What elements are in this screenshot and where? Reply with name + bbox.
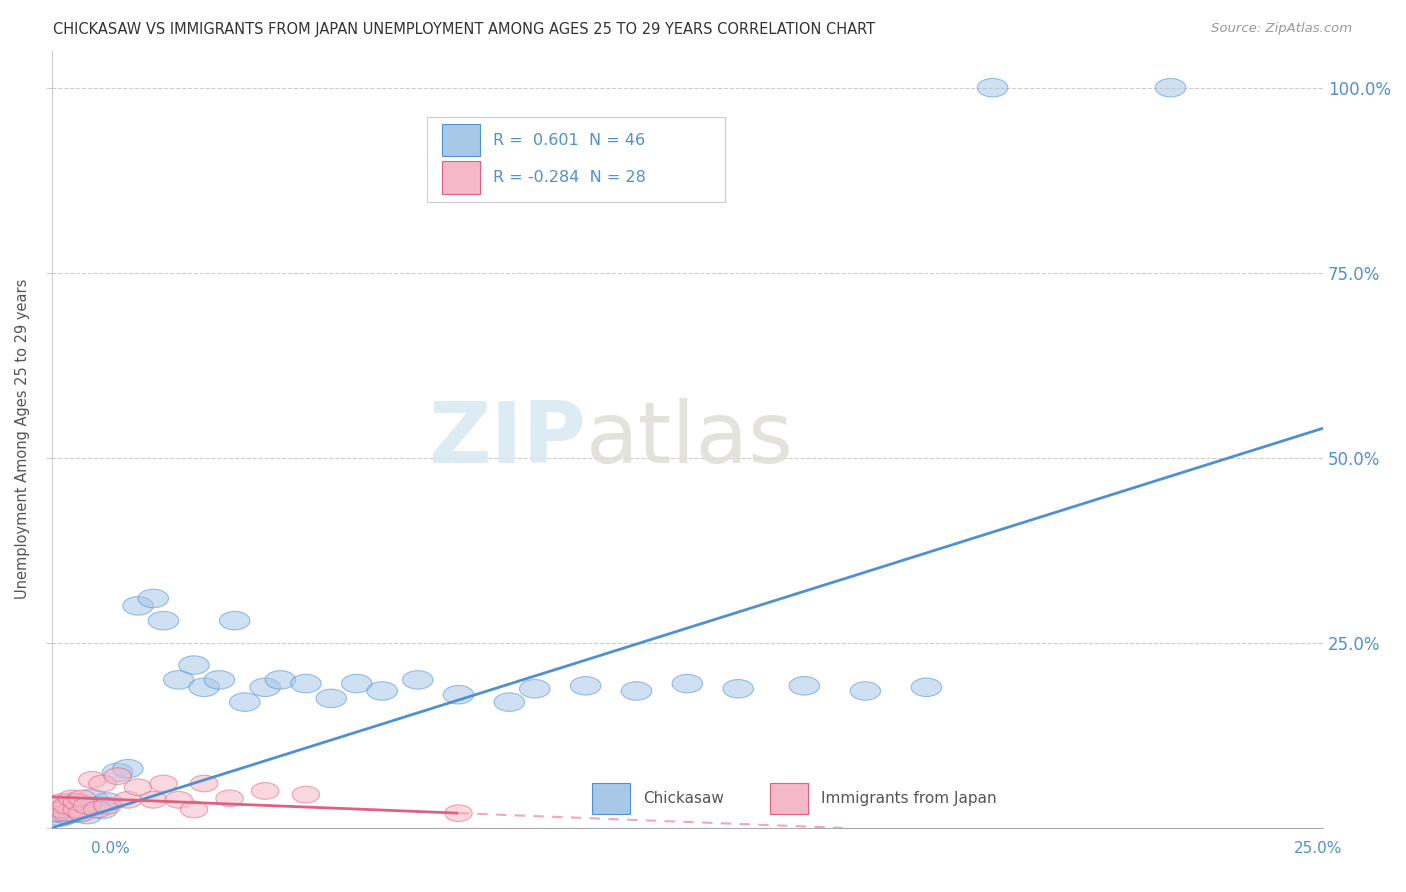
Ellipse shape — [63, 794, 91, 810]
Ellipse shape — [316, 690, 346, 707]
Text: R = -0.284  N = 28: R = -0.284 N = 28 — [492, 169, 645, 185]
Ellipse shape — [69, 805, 96, 822]
Ellipse shape — [72, 805, 103, 824]
FancyBboxPatch shape — [770, 783, 808, 814]
Text: ZIP: ZIP — [427, 398, 586, 481]
Ellipse shape — [190, 775, 218, 792]
Ellipse shape — [53, 805, 80, 822]
Ellipse shape — [180, 801, 208, 818]
Text: R =  0.601  N = 46: R = 0.601 N = 46 — [492, 133, 645, 147]
Ellipse shape — [188, 678, 219, 697]
Ellipse shape — [46, 800, 77, 819]
Ellipse shape — [79, 772, 105, 789]
Ellipse shape — [62, 798, 93, 816]
Text: 0.0%: 0.0% — [91, 841, 131, 856]
Text: 25.0%: 25.0% — [1295, 841, 1343, 856]
Ellipse shape — [291, 674, 321, 693]
Ellipse shape — [62, 804, 93, 822]
Ellipse shape — [250, 678, 280, 697]
Ellipse shape — [443, 685, 474, 704]
Ellipse shape — [621, 681, 652, 700]
Ellipse shape — [103, 764, 134, 781]
Ellipse shape — [73, 797, 101, 814]
FancyBboxPatch shape — [441, 124, 479, 156]
Ellipse shape — [124, 779, 152, 796]
Ellipse shape — [93, 793, 122, 812]
Ellipse shape — [163, 671, 194, 690]
Ellipse shape — [46, 807, 77, 826]
FancyBboxPatch shape — [592, 783, 630, 814]
Ellipse shape — [94, 797, 121, 814]
Text: Source: ZipAtlas.com: Source: ZipAtlas.com — [1212, 22, 1353, 36]
Ellipse shape — [58, 790, 86, 806]
Ellipse shape — [67, 795, 97, 814]
Ellipse shape — [911, 678, 942, 697]
Ellipse shape — [148, 611, 179, 630]
Ellipse shape — [977, 78, 1008, 97]
FancyBboxPatch shape — [441, 161, 479, 194]
Ellipse shape — [42, 797, 70, 814]
Ellipse shape — [87, 800, 118, 819]
Y-axis label: Unemployment Among Ages 25 to 29 years: Unemployment Among Ages 25 to 29 years — [15, 279, 30, 599]
Ellipse shape — [252, 782, 278, 799]
Ellipse shape — [266, 671, 295, 690]
Text: Immigrants from Japan: Immigrants from Japan — [821, 791, 997, 805]
Text: Chickasaw: Chickasaw — [643, 791, 724, 805]
Ellipse shape — [367, 681, 398, 700]
Text: CHICKASAW VS IMMIGRANTS FROM JAPAN UNEMPLOYMENT AMONG AGES 25 TO 29 YEARS CORREL: CHICKASAW VS IMMIGRANTS FROM JAPAN UNEMP… — [53, 22, 876, 37]
Ellipse shape — [56, 793, 87, 812]
Ellipse shape — [56, 803, 87, 821]
FancyBboxPatch shape — [426, 117, 725, 202]
Ellipse shape — [83, 801, 111, 818]
Ellipse shape — [138, 590, 169, 607]
Ellipse shape — [519, 680, 550, 698]
Ellipse shape — [67, 800, 97, 819]
Ellipse shape — [229, 693, 260, 711]
Ellipse shape — [723, 680, 754, 698]
Ellipse shape — [114, 791, 142, 808]
Ellipse shape — [494, 693, 524, 711]
Ellipse shape — [789, 676, 820, 695]
Ellipse shape — [402, 671, 433, 690]
Ellipse shape — [139, 791, 167, 808]
Text: atlas: atlas — [586, 398, 793, 481]
Ellipse shape — [122, 597, 153, 615]
Ellipse shape — [179, 656, 209, 674]
Ellipse shape — [292, 787, 319, 803]
Ellipse shape — [77, 789, 107, 807]
Ellipse shape — [165, 791, 193, 808]
Ellipse shape — [41, 804, 72, 822]
Ellipse shape — [851, 681, 880, 700]
Ellipse shape — [48, 801, 76, 818]
Ellipse shape — [69, 790, 96, 806]
Ellipse shape — [112, 759, 143, 778]
Ellipse shape — [63, 801, 91, 818]
Ellipse shape — [672, 674, 703, 693]
Ellipse shape — [89, 775, 117, 792]
Ellipse shape — [571, 676, 600, 695]
Ellipse shape — [53, 797, 80, 814]
Ellipse shape — [1156, 78, 1185, 97]
Ellipse shape — [42, 805, 70, 822]
Ellipse shape — [52, 797, 82, 815]
Ellipse shape — [215, 790, 243, 806]
Ellipse shape — [48, 794, 76, 810]
Ellipse shape — [82, 797, 112, 815]
Ellipse shape — [219, 611, 250, 630]
Ellipse shape — [342, 674, 373, 693]
Ellipse shape — [444, 805, 472, 822]
Ellipse shape — [204, 671, 235, 690]
Ellipse shape — [104, 768, 131, 784]
Ellipse shape — [149, 775, 177, 792]
Ellipse shape — [52, 805, 82, 824]
